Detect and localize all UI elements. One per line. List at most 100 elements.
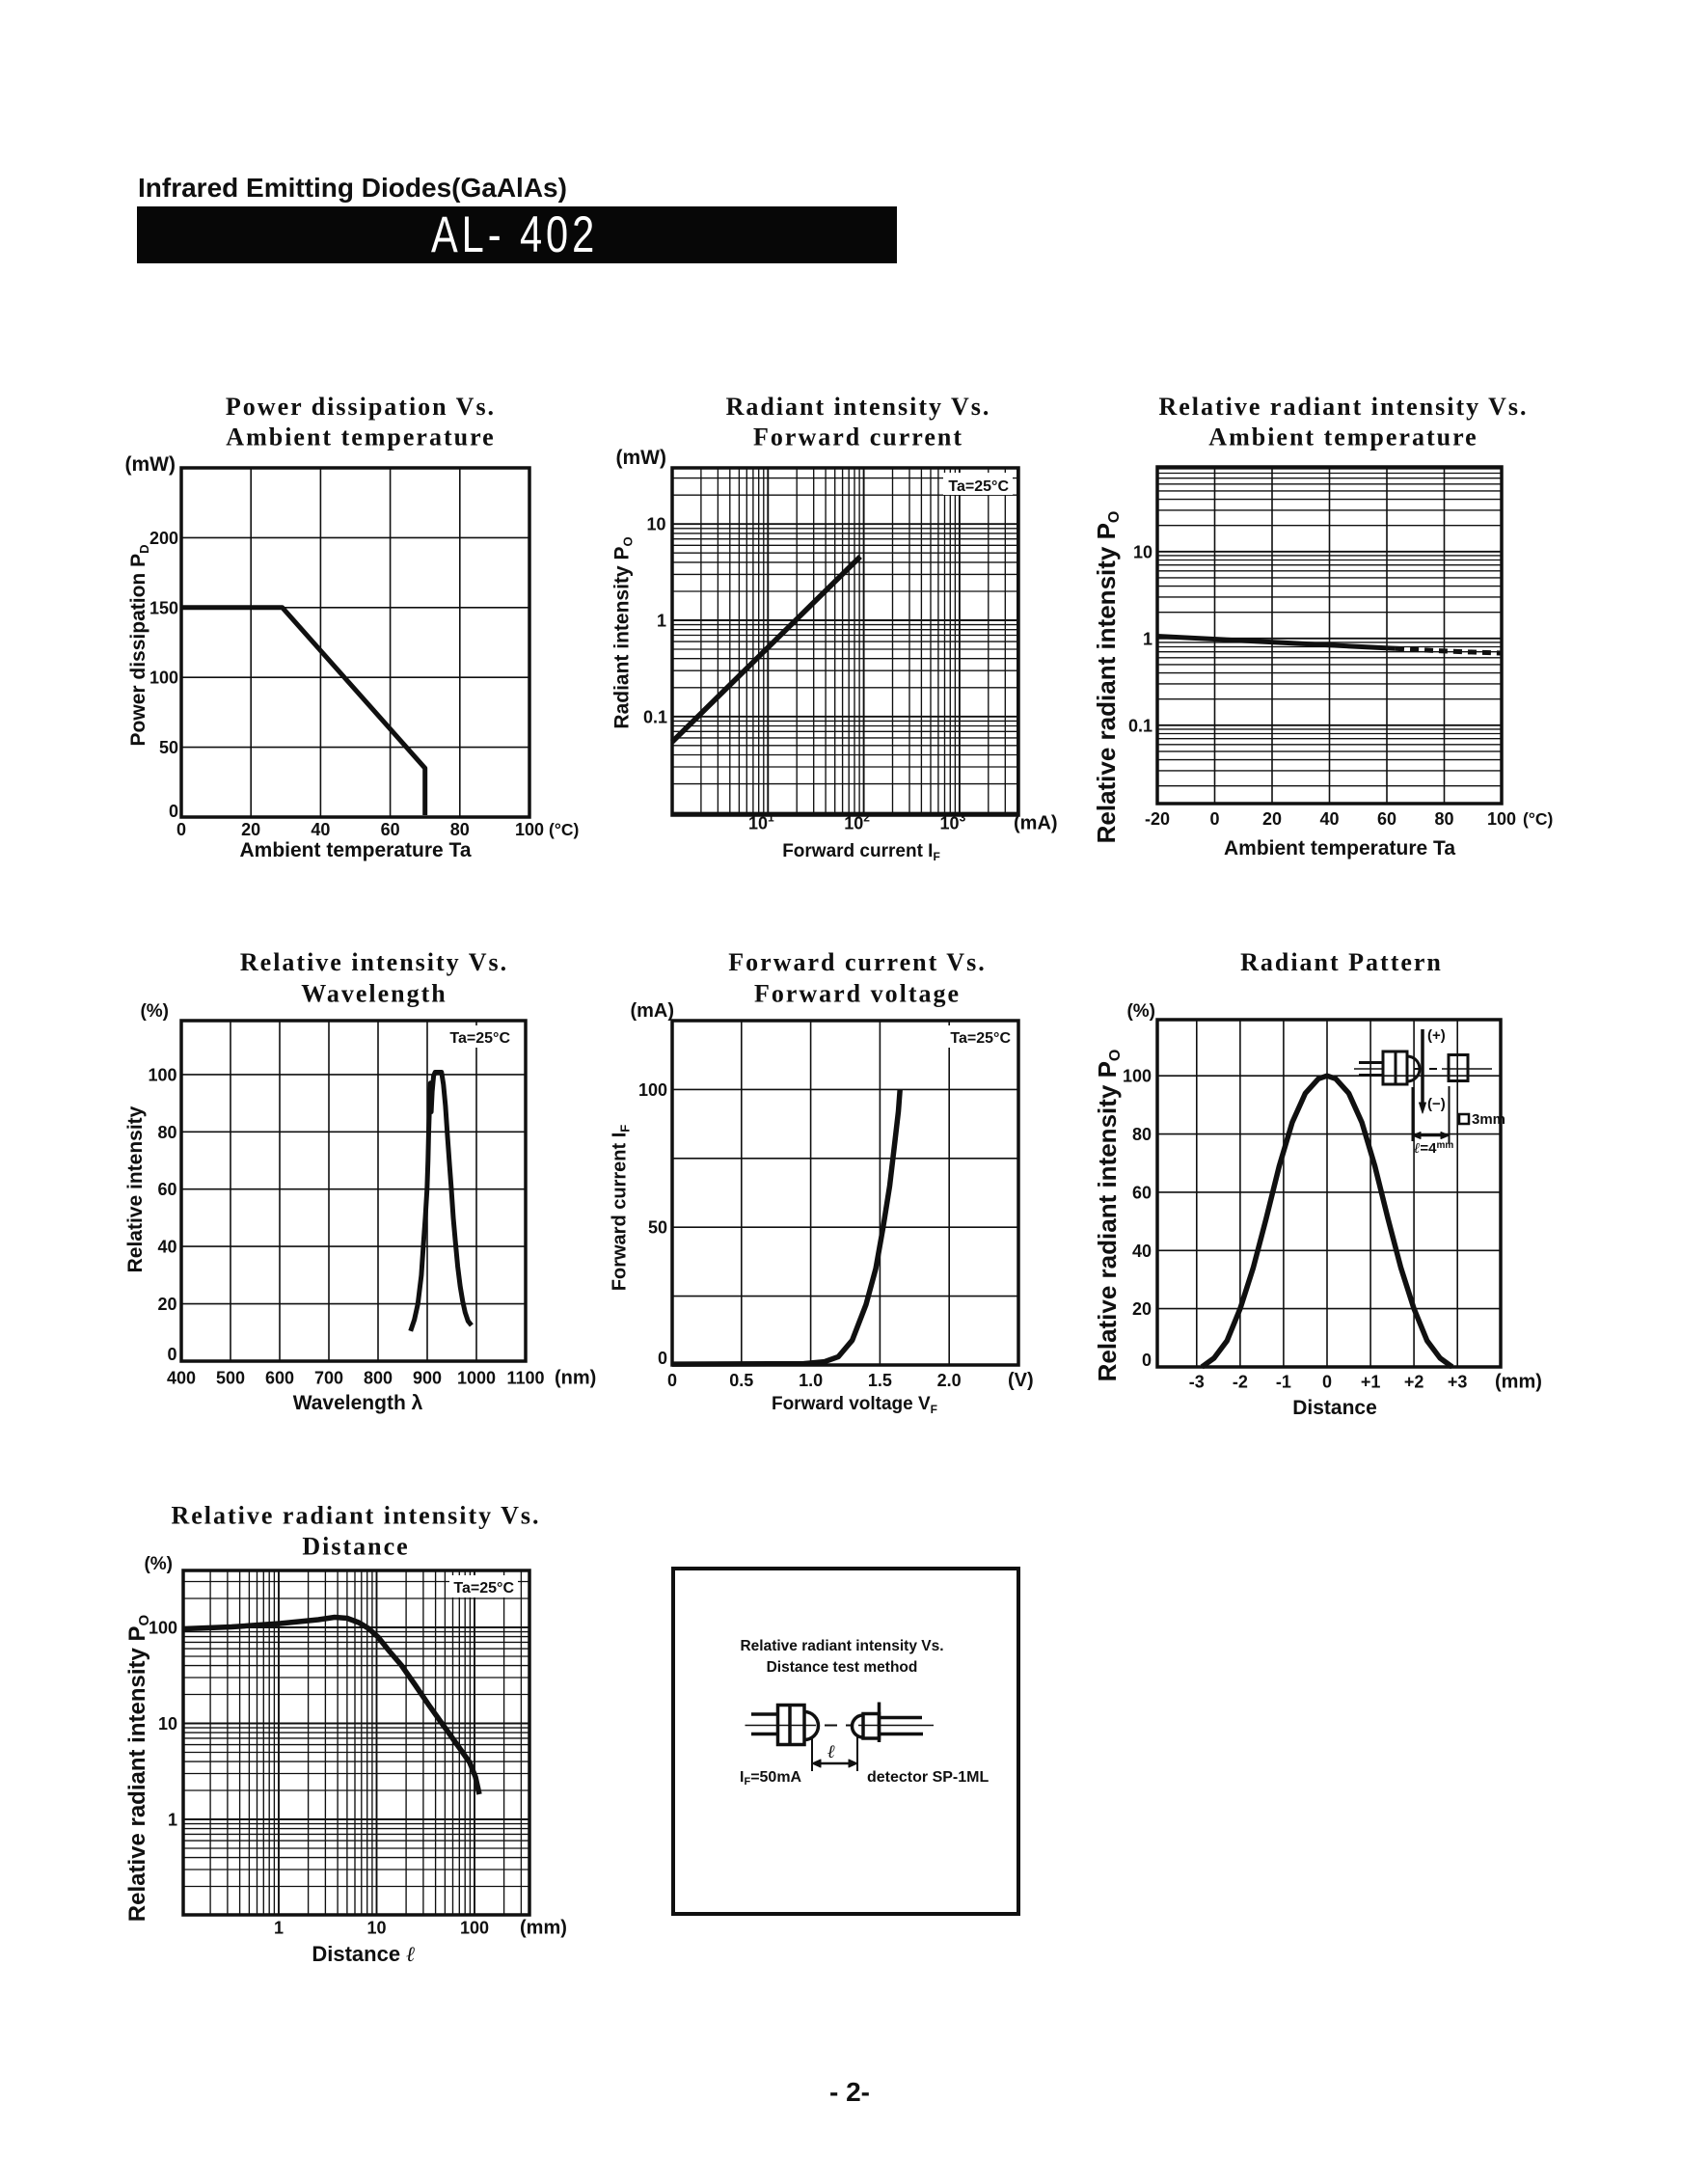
svg-text:100: 100 xyxy=(515,820,544,839)
svg-text:0: 0 xyxy=(167,1345,176,1364)
svg-text:(mW): (mW) xyxy=(616,447,666,469)
svg-text:Infrared Emitting Diodes(GaAlA: Infrared Emitting Diodes(GaAlAs) xyxy=(138,173,567,203)
svg-text:Radiant intensity Vs.: Radiant intensity Vs. xyxy=(726,393,991,421)
svg-text:100: 100 xyxy=(148,1065,176,1084)
svg-text:AL- 402: AL- 402 xyxy=(431,206,598,263)
svg-text:Forward voltage: Forward voltage xyxy=(754,980,961,1008)
svg-text:101: 101 xyxy=(748,811,774,833)
svg-text:Distance: Distance xyxy=(302,1533,409,1561)
svg-text:60: 60 xyxy=(1132,1183,1152,1202)
svg-text:Forward current IF: Forward current IF xyxy=(782,841,940,863)
svg-text:20: 20 xyxy=(241,820,260,839)
svg-text:Relative radiant intensity Vs.: Relative radiant intensity Vs. xyxy=(171,1502,540,1530)
svg-text:ℓ=4mm: ℓ=4mm xyxy=(1414,1140,1453,1157)
svg-text:(mA): (mA) xyxy=(630,1000,674,1022)
svg-text:Radiant intensity PO: Radiant intensity PO xyxy=(611,536,636,728)
svg-text:700: 700 xyxy=(314,1369,343,1388)
svg-text:Ta=25°C: Ta=25°C xyxy=(950,1030,1011,1047)
svg-text:0.1: 0.1 xyxy=(643,707,667,726)
svg-text:0: 0 xyxy=(1322,1373,1332,1392)
svg-text:10: 10 xyxy=(646,515,665,534)
svg-text:Relative radiant intensity Vs.: Relative radiant intensity Vs. xyxy=(740,1638,943,1654)
svg-text:150: 150 xyxy=(149,598,178,617)
svg-text:40: 40 xyxy=(1319,809,1339,829)
svg-text:100: 100 xyxy=(149,1619,177,1638)
svg-text:-3: -3 xyxy=(1189,1373,1205,1392)
svg-text:-1: -1 xyxy=(1276,1373,1291,1392)
svg-text:2.0: 2.0 xyxy=(937,1371,962,1390)
svg-text:10: 10 xyxy=(158,1714,177,1734)
svg-text:100: 100 xyxy=(1123,1067,1152,1086)
svg-text:+2: +2 xyxy=(1404,1373,1424,1392)
svg-text:10: 10 xyxy=(366,1919,386,1938)
svg-text:Forward current: Forward current xyxy=(753,423,963,451)
svg-text:80: 80 xyxy=(1132,1125,1152,1144)
svg-text:(V): (V) xyxy=(1008,1370,1034,1391)
svg-text:Power dissipation Vs.: Power dissipation Vs. xyxy=(226,393,496,421)
svg-text:102: 102 xyxy=(844,811,870,833)
svg-text:Ambient temperature: Ambient temperature xyxy=(1208,423,1478,451)
svg-text:(mW): (mW) xyxy=(125,453,176,476)
svg-text:80: 80 xyxy=(1434,809,1453,829)
svg-text:Relative intensity Vs.: Relative intensity Vs. xyxy=(240,948,508,976)
svg-text:0.5: 0.5 xyxy=(729,1371,753,1390)
svg-text:Ta=25°C: Ta=25°C xyxy=(948,478,1009,495)
svg-text:Power dissipation PD: Power dissipation PD xyxy=(127,545,151,747)
svg-text:Forward current IF: Forward current IF xyxy=(610,1125,633,1291)
svg-text:Distance: Distance xyxy=(1292,1397,1377,1419)
svg-text:(mm): (mm) xyxy=(520,1918,567,1939)
svg-text:1: 1 xyxy=(1143,629,1152,648)
svg-text:(%): (%) xyxy=(140,1001,169,1022)
svg-text:Radiant Pattern: Radiant Pattern xyxy=(1240,948,1443,976)
svg-text:Ta=25°C: Ta=25°C xyxy=(449,1030,510,1047)
svg-text:0.1: 0.1 xyxy=(1128,716,1152,735)
svg-text:10: 10 xyxy=(1133,542,1152,561)
svg-text:+3: +3 xyxy=(1448,1373,1468,1392)
svg-text:600: 600 xyxy=(265,1369,294,1388)
svg-text:1: 1 xyxy=(168,1811,177,1830)
svg-text:1: 1 xyxy=(274,1919,284,1938)
svg-text:(mm): (mm) xyxy=(1495,1372,1542,1393)
svg-text:Relative radiant intensity PO: Relative radiant intensity PO xyxy=(124,1614,152,1922)
svg-text:60: 60 xyxy=(1377,809,1396,829)
svg-text:detector SP-1ML: detector SP-1ML xyxy=(867,1769,989,1786)
svg-text:0: 0 xyxy=(658,1349,667,1368)
svg-text:(−): (−) xyxy=(1427,1096,1446,1112)
svg-text:-2: -2 xyxy=(1233,1373,1248,1392)
svg-text:1.5: 1.5 xyxy=(868,1371,892,1390)
svg-text:Ta=25°C: Ta=25°C xyxy=(453,1580,514,1597)
svg-text:1.0: 1.0 xyxy=(799,1371,823,1390)
svg-text:Distance test method: Distance test method xyxy=(767,1659,918,1676)
svg-text:60: 60 xyxy=(381,820,400,839)
svg-text:40: 40 xyxy=(157,1238,176,1257)
svg-text:Relative radiant intensity PO: Relative radiant intensity PO xyxy=(1092,511,1123,844)
svg-text:100: 100 xyxy=(460,1919,489,1938)
svg-text:0: 0 xyxy=(1142,1351,1152,1370)
svg-text:103: 103 xyxy=(940,811,966,833)
svg-text:(%): (%) xyxy=(1126,1001,1155,1022)
svg-text:3mm: 3mm xyxy=(1472,1111,1505,1128)
svg-text:50: 50 xyxy=(648,1218,667,1238)
svg-text:900: 900 xyxy=(413,1369,442,1388)
svg-text:20: 20 xyxy=(157,1295,176,1314)
svg-text:40: 40 xyxy=(1132,1242,1152,1261)
svg-text:Relative radiant intensity Vs.: Relative radiant intensity Vs. xyxy=(1158,393,1528,421)
svg-text:IF=50mA: IF=50mA xyxy=(740,1769,802,1788)
svg-text:100: 100 xyxy=(149,669,178,688)
svg-text:1100: 1100 xyxy=(506,1369,544,1388)
svg-text:Ambient temperature: Ambient temperature xyxy=(226,423,495,451)
svg-text:ℓ: ℓ xyxy=(827,1742,835,1762)
svg-text:80: 80 xyxy=(450,820,470,839)
svg-text:Distance ℓ: Distance ℓ xyxy=(312,1942,415,1966)
svg-text:0: 0 xyxy=(169,802,178,821)
svg-text:20: 20 xyxy=(1262,809,1282,829)
svg-text:Relative radiant intensity PO: Relative radiant intensity PO xyxy=(1093,1050,1124,1382)
svg-text:400: 400 xyxy=(167,1369,196,1388)
svg-text:(+): (+) xyxy=(1427,1027,1446,1044)
svg-text:0: 0 xyxy=(667,1371,677,1390)
svg-text:(nm): (nm) xyxy=(555,1368,596,1389)
svg-text:60: 60 xyxy=(157,1180,176,1199)
svg-text:0: 0 xyxy=(1209,809,1219,829)
svg-text:20: 20 xyxy=(1132,1299,1152,1319)
svg-text:100: 100 xyxy=(1487,809,1516,829)
